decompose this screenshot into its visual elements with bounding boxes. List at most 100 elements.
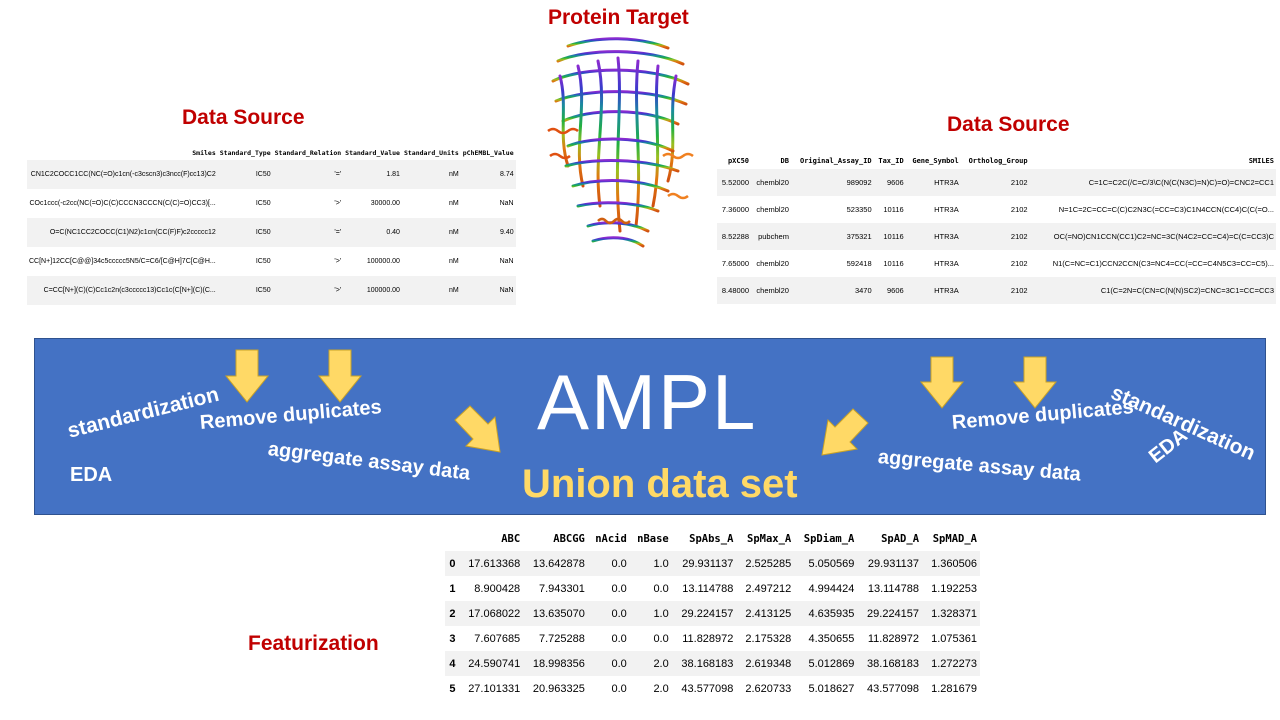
table-cell: chembl20: [756, 178, 789, 187]
table-cell: 7.725288: [538, 632, 585, 645]
protein-ribbons: [551, 37, 690, 248]
table-cell: 4.994424: [808, 582, 855, 595]
table-cell: 10116: [883, 205, 904, 214]
table-cell: 4.635935: [808, 607, 855, 620]
table-cell: 2102: [1010, 259, 1028, 268]
table-row: 8.48000 chembl20 3470 9606 HTR3A 2102 C1…: [717, 277, 1276, 304]
table-cell: 0.0: [611, 632, 627, 645]
table-cell: C=1C=C2C(/C=C/3\C(N(C(N3C)=N)C)=O)=CNC2=…: [1088, 178, 1274, 187]
table-cell: 9606: [886, 178, 904, 187]
table-cell: 5.012869: [808, 657, 855, 670]
data-source-right-title: Data Source: [947, 113, 1070, 136]
table-cell: nM: [449, 258, 459, 265]
table-cell: 5.52000: [721, 178, 750, 187]
union-data-set-label: Union data set: [522, 462, 798, 506]
table-cell: C=CC[N+](C)(C)Cc1c2n(c3ccccc13)Cc1c(C[N+…: [43, 287, 216, 294]
table-header-row: pXC50 DB Original_Assay_ID Tax_ID Gene_S…: [717, 152, 1276, 169]
table-cell: 7.36000: [721, 205, 750, 214]
table-cell: 2.619348: [745, 657, 792, 670]
column-header: SpMAD_A: [932, 533, 977, 545]
row-index: 4: [449, 657, 456, 670]
table-cell: 27.101331: [468, 682, 521, 695]
table-cell: 38.168183: [867, 657, 920, 670]
column-header: Standard_Units: [403, 149, 459, 157]
table-cell: 8.48000: [721, 286, 750, 295]
table-cell: 2102: [1010, 178, 1028, 187]
column-header: DB: [780, 156, 789, 165]
table-row: CN1C2COCC1CC(NC(=O)c1cn(-c3cscn3)c3ncc(F…: [27, 160, 516, 189]
column-header: Ortholog_Group: [968, 156, 1028, 165]
table-cell: 29.224157: [867, 607, 920, 620]
table-cell: 13.114788: [867, 582, 920, 595]
table-cell: 2.620733: [745, 682, 792, 695]
column-header: Standard_Value: [345, 149, 400, 157]
table-cell: O=C(NC1CC2COCC(C1)N2)c1cn(CC(F)F)c2ccccc…: [49, 229, 216, 236]
protein-helices: [547, 127, 694, 225]
row-index: 3: [449, 632, 456, 645]
table-cell: 0.0: [611, 607, 627, 620]
table-cell: 43.577098: [867, 682, 920, 695]
table-cell: HTR3A: [934, 205, 959, 214]
table-row: O=C(NC1CC2COCC(C1)N2)c1cn(CC(F)F)c2ccccc…: [27, 218, 516, 247]
table-row: 1 8.900428 7.943301 0.0 0.0 13.114788 2.…: [445, 576, 980, 601]
table-cell: NaN: [499, 287, 514, 294]
table-cell: nM: [449, 171, 459, 178]
table-cell: 8.900428: [474, 582, 521, 595]
column-header: SpAD_A: [881, 533, 920, 545]
table-cell: 2.497212: [745, 582, 792, 595]
column-header: Standard_Type: [219, 149, 271, 157]
table-cell: IC50: [255, 200, 271, 207]
column-header: Gene_Symbol: [912, 156, 959, 165]
table-cell: 38.168183: [681, 657, 734, 670]
table-cell: 29.931137: [867, 557, 920, 570]
table-cell: chembl20: [756, 205, 789, 214]
table-cell: 0.0: [611, 582, 627, 595]
data-source-left-table: Smiles Standard_Type Standard_Relation S…: [27, 146, 516, 305]
table-cell: 43.577098: [681, 682, 734, 695]
table-cell: chembl20: [756, 286, 789, 295]
table-cell: 0.0: [653, 582, 669, 595]
column-header: [445, 527, 459, 551]
featurization-table: ABC ABCGG nAcid nBase SpAbs_A SpMax_A Sp…: [445, 527, 980, 701]
table-cell: 10116: [883, 259, 904, 268]
table-cell: CN1C2COCC1CC(NC(=O)c1cn(-c3cscn3)c3ncc(F…: [30, 171, 216, 178]
column-header: SMILES: [1248, 156, 1274, 165]
table-row: 3 7.607685 7.725288 0.0 0.0 11.828972 2.…: [445, 626, 980, 651]
table-cell: nM: [449, 287, 459, 294]
table-cell: pubchem: [758, 232, 789, 241]
table-cell: 20.963325: [532, 682, 585, 695]
table-cell: 2102: [1010, 286, 1028, 295]
table-cell: 4.350655: [808, 632, 855, 645]
column-header: SpMax_A: [747, 533, 792, 545]
table-cell: 1.360506: [931, 557, 977, 570]
table-cell: 5.050569: [808, 557, 855, 570]
table-cell: 1.328371: [931, 607, 977, 620]
table-row: COc1ccc(-c2cc(NC(=O)C(C)CCCN3CCCN(C(C)=O…: [27, 189, 516, 218]
table-cell: 17.613368: [468, 557, 521, 570]
data-source-left-title: Data Source: [182, 106, 305, 129]
table-cell: 100000.00: [366, 287, 400, 294]
table-cell: 2.175328: [745, 632, 792, 645]
table-cell: '>': [334, 287, 342, 294]
column-header: Standard_Relation: [274, 149, 342, 157]
table-cell: 7.943301: [538, 582, 585, 595]
table-cell: 13.635070: [532, 607, 585, 620]
table-cell: 2.413125: [745, 607, 792, 620]
row-index: 0: [449, 557, 456, 570]
table-cell: 17.068022: [468, 607, 521, 620]
table-cell: '=': [334, 171, 342, 178]
table-cell: 989092: [846, 178, 872, 187]
table-cell: N1(C=NC=C1)CCN2CCN(C3=NC4=CC(=CC=C4N5C3=…: [1052, 259, 1274, 268]
table-cell: 523350: [846, 205, 872, 214]
table-cell: 2.0: [653, 682, 669, 695]
table-cell: 2102: [1010, 205, 1028, 214]
table-cell: 0.0: [611, 557, 627, 570]
table-cell: HTR3A: [934, 259, 959, 268]
data-source-right-table: pXC50 DB Original_Assay_ID Tax_ID Gene_S…: [717, 152, 1276, 304]
table-row: 2 17.068022 13.635070 0.0 1.0 29.224157 …: [445, 601, 980, 626]
table-cell: 7.65000: [721, 259, 750, 268]
table-row: 7.65000 chembl20 592418 10116 HTR3A 2102…: [717, 250, 1276, 277]
table-cell: 1.272273: [931, 657, 977, 670]
table-cell: IC50: [255, 258, 271, 265]
table-cell: 9606: [886, 286, 904, 295]
